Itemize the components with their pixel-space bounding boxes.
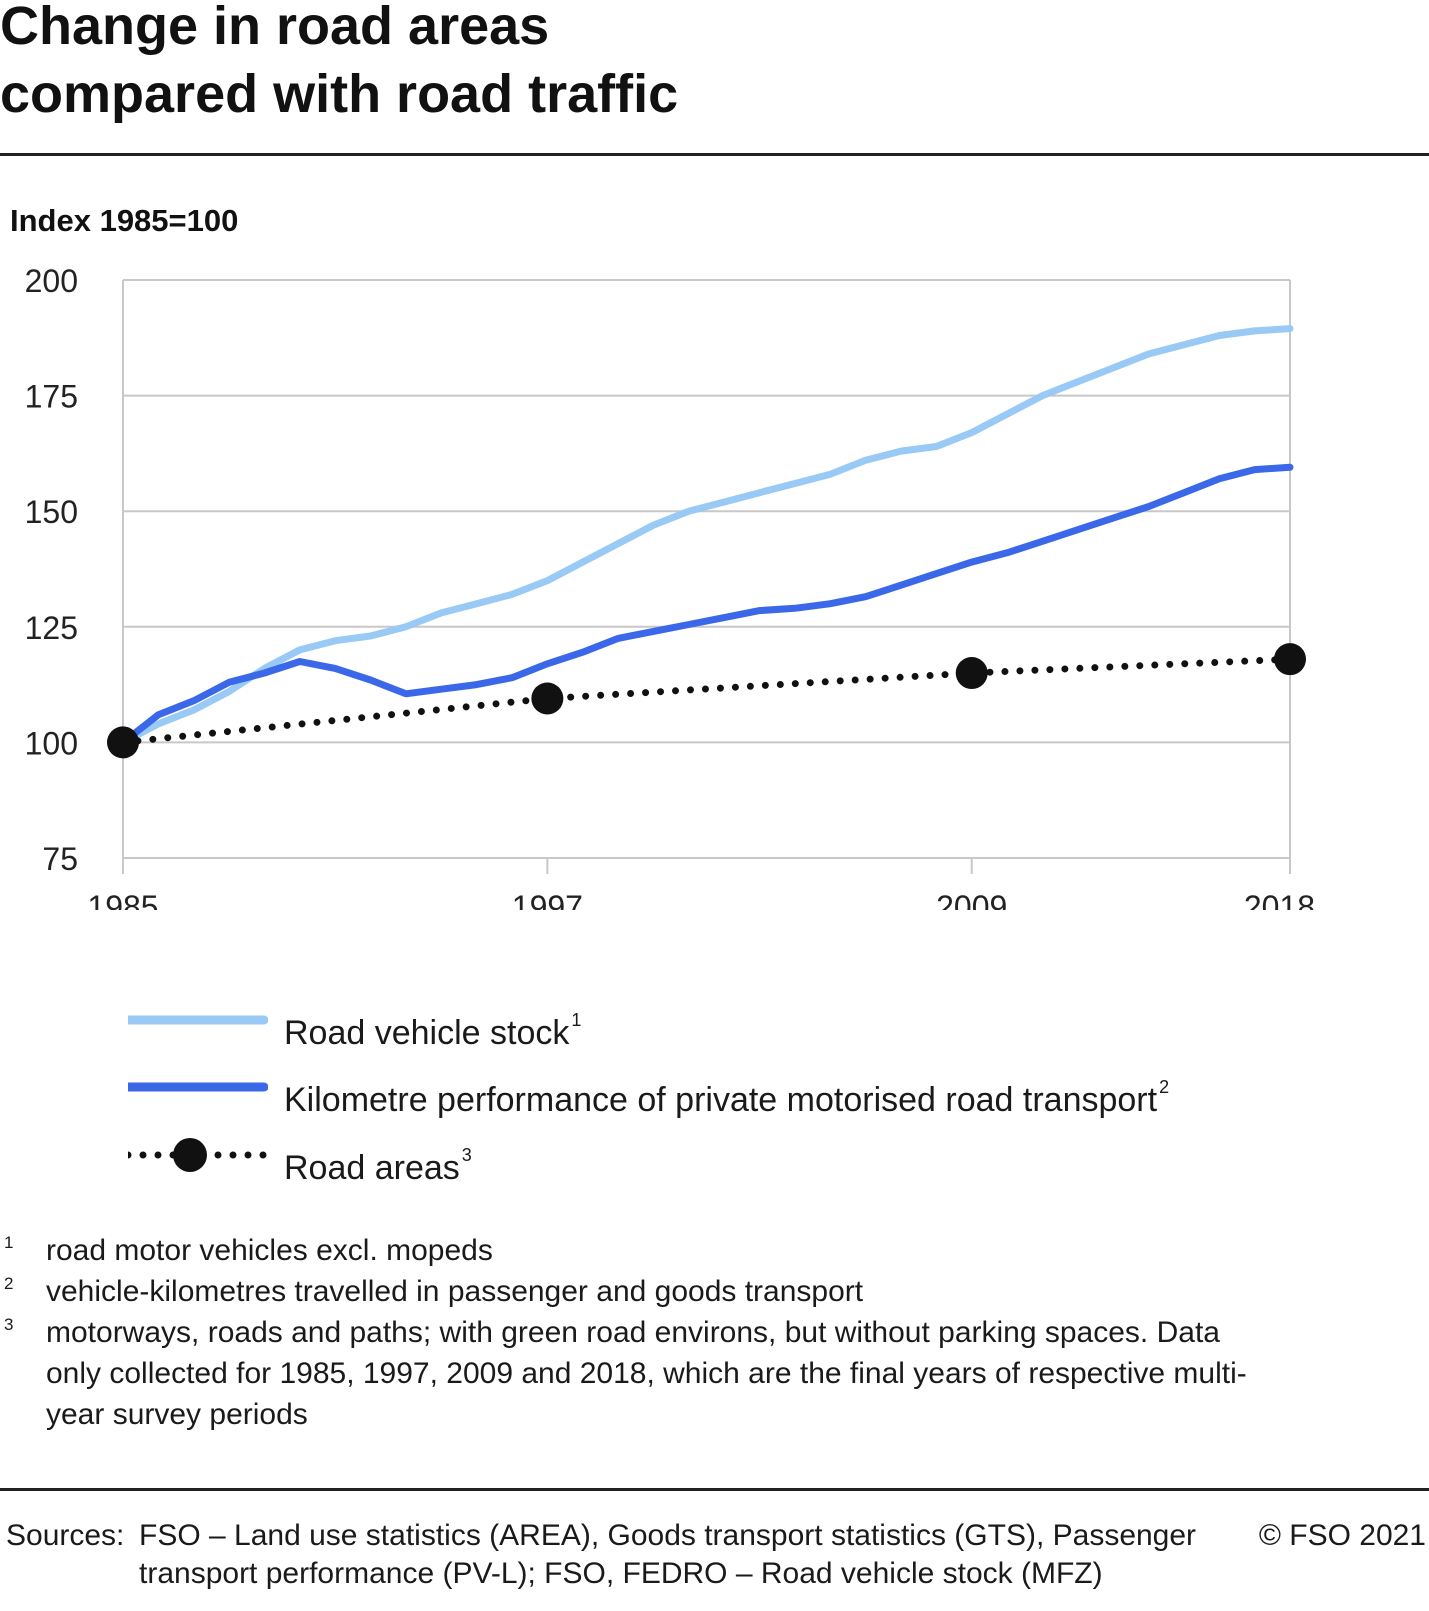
footnote-1: 1 road motor vehicles excl. mopeds [0, 1230, 1400, 1271]
y-tick-label: 125 [25, 610, 78, 646]
chart-title: Change in road areas compared with road … [0, 0, 678, 128]
y-tick-label: 175 [25, 379, 78, 415]
top-rule [0, 153, 1429, 156]
legend-label-kilometre-performance: Kilometre performance of private motoris… [284, 1077, 1170, 1119]
series-line-vehicle-stock [119, 325, 1294, 746]
y-tick-label: 75 [42, 841, 78, 877]
bottom-rule [0, 1488, 1429, 1491]
x-tick-label: 1985 [87, 889, 158, 910]
footnote-number: 2 [4, 1274, 14, 1293]
series-line-road-areas [119, 655, 1294, 746]
road-areas-point [955, 657, 988, 690]
footnote-text: vehicle-kilometres travelled in passenge… [46, 1275, 864, 1308]
sources-text: FSO – Land use statistics (AREA), Goods … [139, 1519, 1197, 1590]
x-tick-label: 1997 [512, 889, 583, 910]
footnote-number: 3 [4, 1315, 14, 1334]
copyright: © FSO 2021 [1258, 1519, 1426, 1552]
series-line-kilometre-performance [119, 463, 1294, 746]
legend-marker-road-areas [173, 1138, 207, 1172]
footnote-text: motorways, roads and paths; with green r… [46, 1316, 1247, 1431]
grid [122, 279, 1291, 874]
footnotes: 1 road motor vehicles excl. mopeds 2 veh… [0, 1230, 1400, 1435]
y-axis-title: Index 1985=100 [10, 203, 238, 238]
line-chart: Index 1985=100 75 100 125 150 175 200 1985 1997… [10, 203, 1315, 910]
series-group [119, 325, 1294, 746]
y-tick-label: 100 [25, 725, 78, 761]
road-areas-point [107, 726, 139, 759]
y-tick-label: 200 [25, 263, 78, 299]
legend-swatch-road-areas [128, 1138, 268, 1172]
footnote-text: road motor vehicles excl. mopeds [46, 1234, 493, 1267]
ticks-group: 75 100 125 150 175 200 1985 1997 2009 2018 [25, 263, 1315, 910]
legend-item-kilometre-performance: Kilometre performance of private motoris… [128, 1062, 1328, 1119]
sources-label: Sources: [6, 1519, 125, 1552]
footnote-2: 2 vehicle-kilometres travelled in passen… [0, 1271, 1400, 1312]
chart-title-line-1: Change in road areas [0, 0, 550, 56]
chart-title-line-2: compared with road traffic [0, 64, 679, 124]
legend-item-vehicle-stock: Road vehicle stock 1 [128, 995, 1328, 1052]
road-areas-point [531, 682, 564, 715]
footnote-number: 1 [4, 1233, 14, 1252]
legend-label-road-areas: Road areas 3 [284, 1145, 472, 1187]
x-tick-label: 2018 [1244, 889, 1315, 910]
legend-swatch-vehicle-stock [128, 1015, 268, 1025]
markers-group [107, 643, 1306, 759]
y-tick-label: 150 [25, 494, 78, 530]
legend-swatch-kilometre-performance [128, 1082, 268, 1092]
road-areas-point [1274, 643, 1306, 676]
legend-item-road-areas: Road areas 3 [128, 1130, 1328, 1187]
footnote-3: 3 motorways, roads and paths; with green… [0, 1312, 1400, 1435]
legend-label-vehicle-stock: Road vehicle stock 1 [284, 1010, 582, 1052]
x-tick-label: 2009 [936, 889, 1007, 910]
